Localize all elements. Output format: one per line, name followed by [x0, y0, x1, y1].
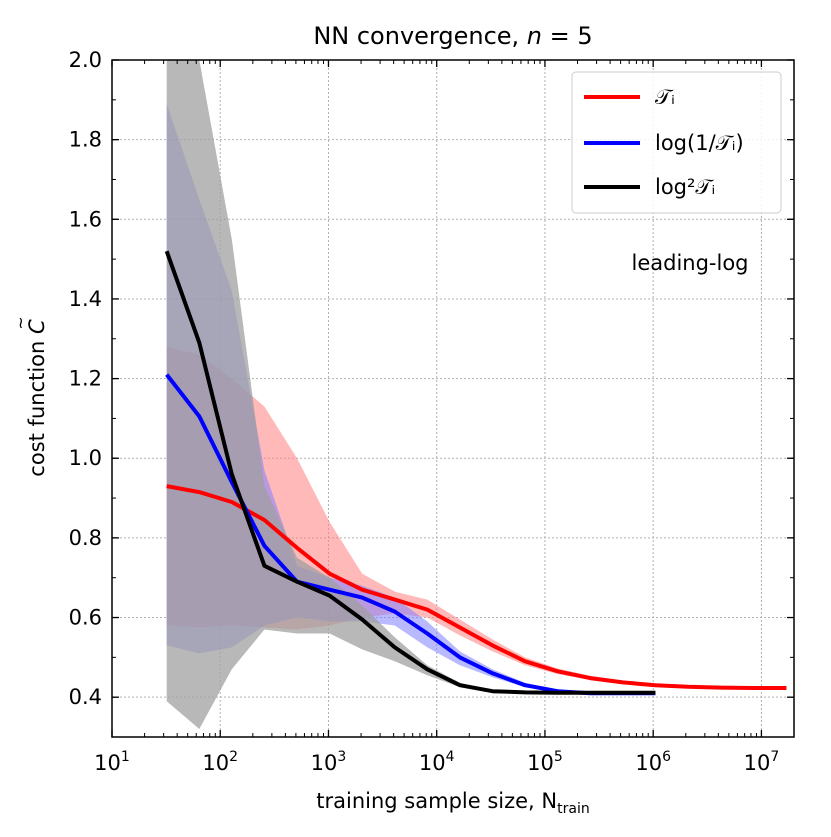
x-tick-label: 107 — [744, 749, 780, 775]
y-tick-label: 1.2 — [69, 367, 102, 391]
x-tick-label: 105 — [527, 749, 563, 775]
x-tick-labels: 101 102 103 104 105 106 107 — [94, 749, 779, 775]
y-axis-label: cost function C ~ — [11, 316, 49, 476]
x-axis-label: training sample size, Ntrain — [316, 789, 589, 817]
y-tick-label: 1.4 — [69, 287, 102, 311]
line-series-2 — [164, 250, 656, 695]
x-tick-label: 101 — [94, 749, 130, 775]
legend: 𝒯ᵢ log(1/𝒯ᵢ) log²𝒯ᵢ — [571, 71, 782, 214]
y-tick-labels: 0.4 0.6 0.8 1.0 1.2 1.4 1.6 1.8 2.0 — [69, 48, 102, 709]
x-tick-label: 102 — [202, 749, 238, 775]
annotation-leading-log: leading-log — [631, 251, 748, 275]
y-tick-label: 1.0 — [69, 446, 102, 470]
svg-text:cost function C: cost function C — [25, 319, 49, 477]
legend-label-0: 𝒯ᵢ — [655, 85, 675, 109]
x-tick-label: 104 — [419, 749, 455, 775]
x-tick-label: 103 — [311, 749, 347, 775]
y-tick-label: 1.8 — [69, 128, 102, 152]
x-tick-label: 106 — [635, 749, 671, 775]
axis-ticks — [111, 59, 794, 737]
legend-label-2: log²𝒯ᵢ — [655, 175, 715, 199]
band-series-2 — [166, 60, 656, 729]
y-tick-label: 0.8 — [69, 526, 102, 550]
chart-title: NN convergence, n = 5 — [313, 22, 592, 50]
legend-label-1: log(1/𝒯ᵢ) — [655, 131, 744, 155]
uncertainty-bands — [166, 60, 787, 729]
plot-frame — [111, 59, 795, 738]
series-lines — [164, 250, 787, 696]
legend-box — [571, 71, 782, 214]
y-tick-label: 1.6 — [69, 207, 102, 231]
y-tick-label: 0.6 — [69, 606, 102, 630]
y-tick-label: 0.4 — [69, 685, 102, 709]
y-tick-label: 2.0 — [69, 48, 102, 72]
svg-text:~: ~ — [11, 316, 30, 329]
line-series-0 — [166, 484, 787, 690]
